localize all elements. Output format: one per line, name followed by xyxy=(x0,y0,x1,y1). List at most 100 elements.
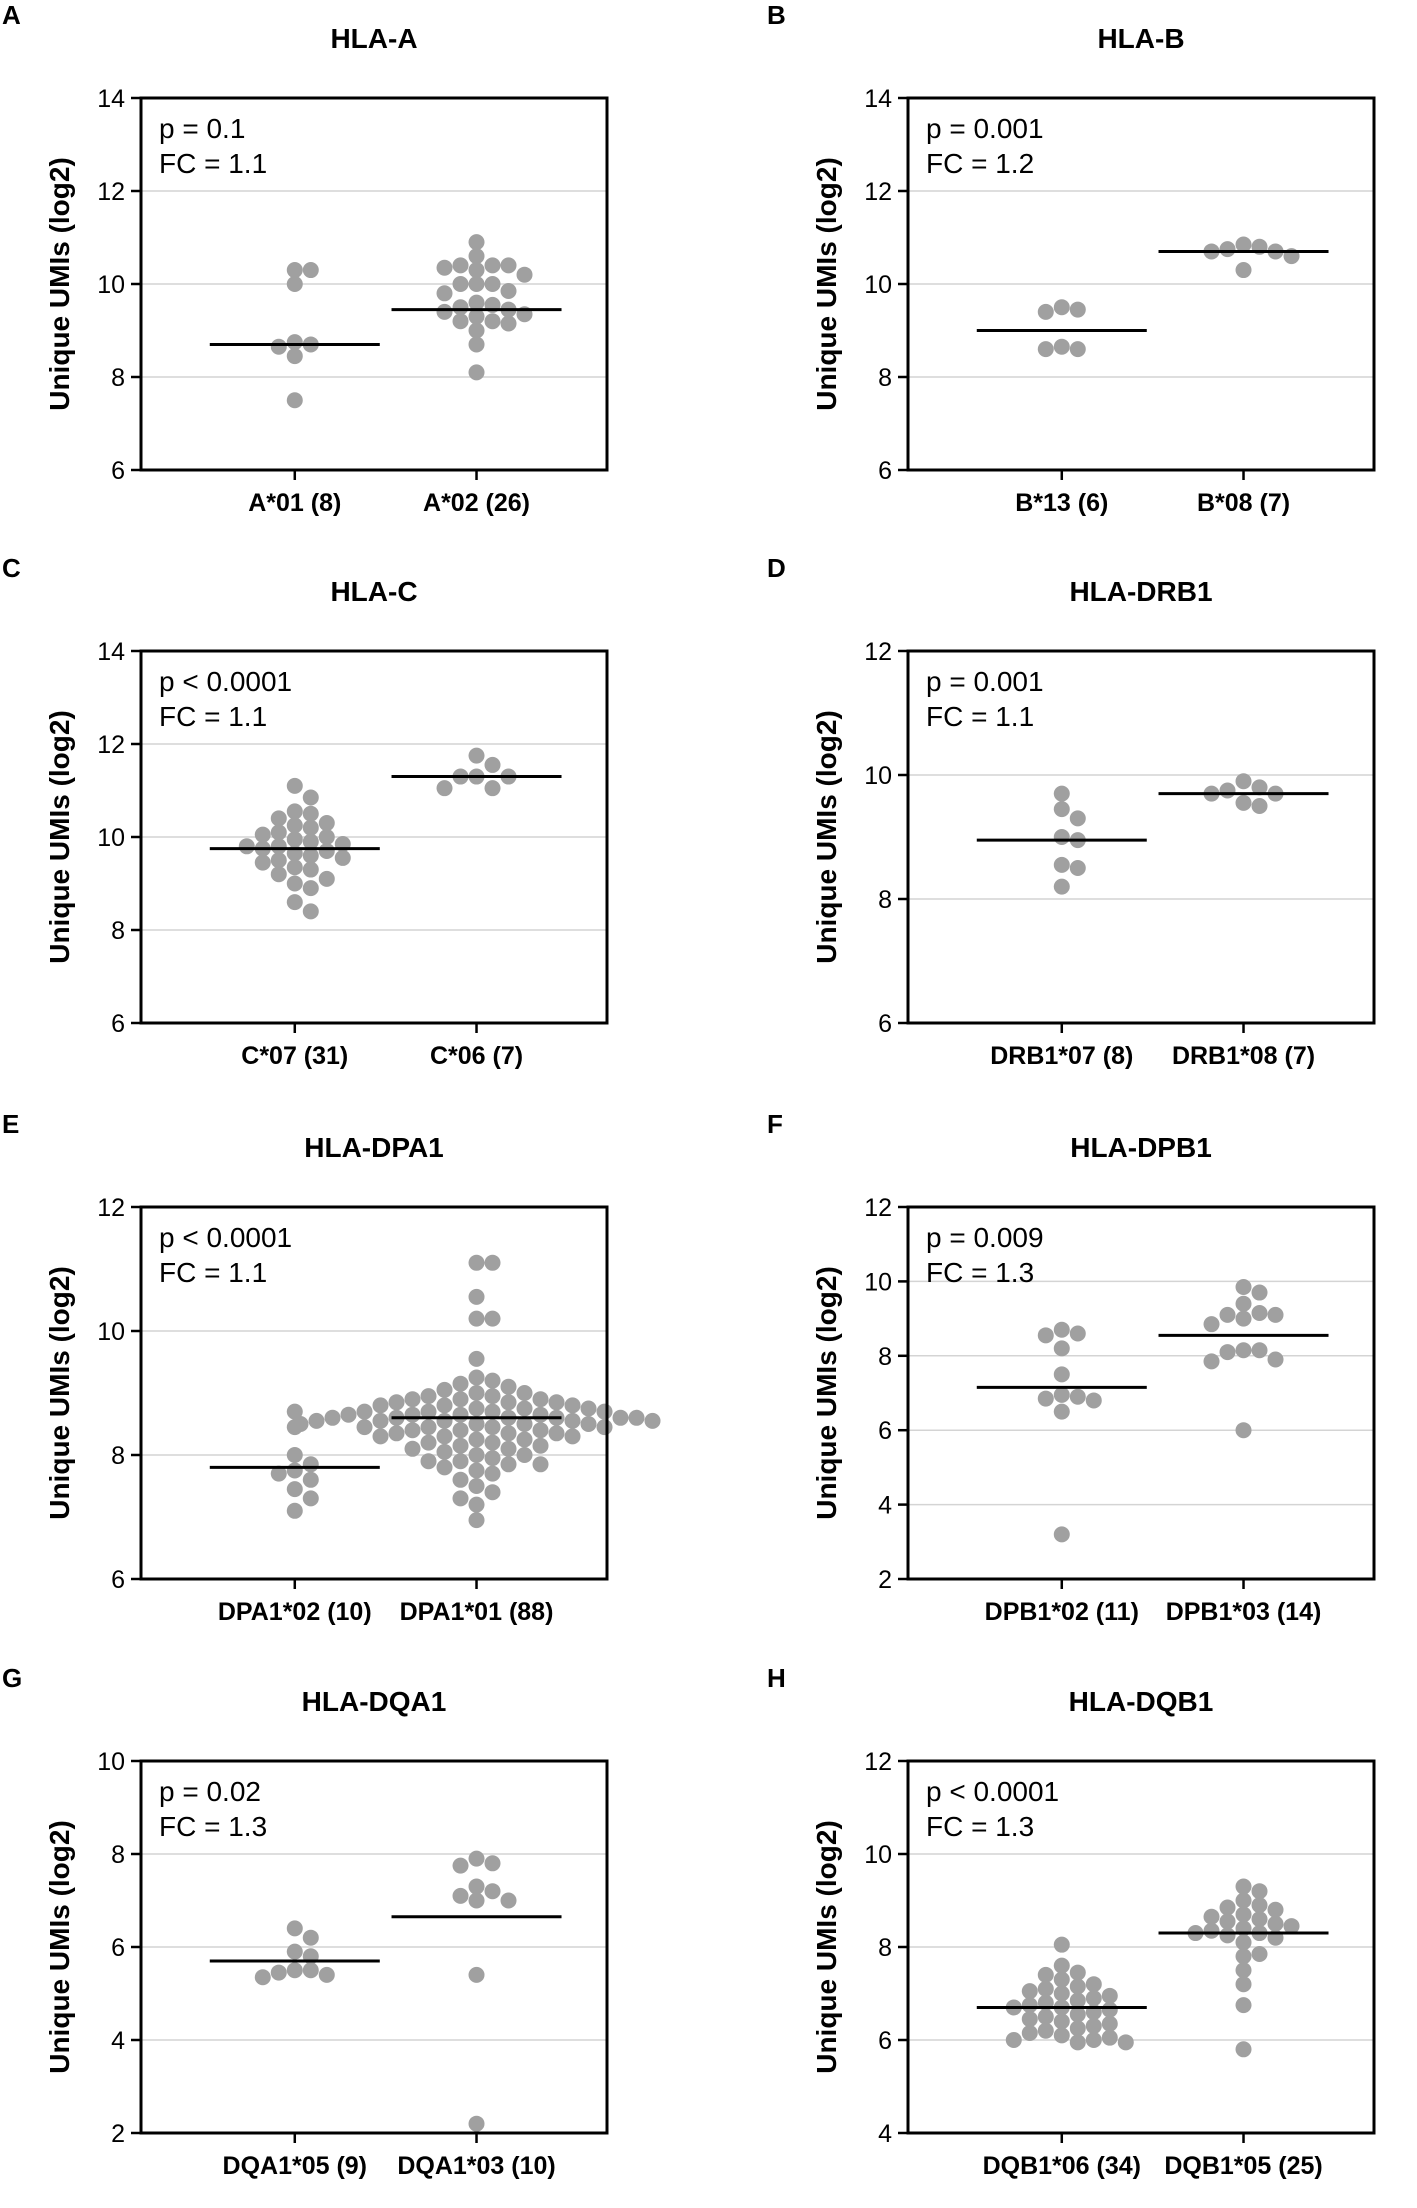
data-point xyxy=(302,262,319,279)
y-tick-label: 8 xyxy=(111,1841,125,1869)
data-point xyxy=(500,1378,517,1395)
data-point xyxy=(468,2115,485,2132)
y-axis-label: Unique UMIs (log2) xyxy=(44,157,75,411)
data-point xyxy=(420,1403,437,1420)
data-point xyxy=(436,1443,453,1460)
data-point xyxy=(516,1431,533,1448)
data-point xyxy=(436,303,453,320)
data-point xyxy=(1101,2015,1118,2032)
data-point xyxy=(356,1419,373,1436)
data-point xyxy=(596,1419,613,1436)
y-tick-label: 6 xyxy=(878,1010,892,1038)
y-tick-label: 6 xyxy=(878,457,892,485)
panel-letter: H xyxy=(767,1663,786,1693)
data-point xyxy=(452,1391,469,1408)
data-point xyxy=(1251,1342,1268,1359)
data-point xyxy=(302,1456,319,1473)
data-point xyxy=(1085,1990,1102,2007)
x-tick-label: DPB1*03 (14) xyxy=(1166,1598,1322,1626)
data-point xyxy=(302,805,319,822)
data-point xyxy=(452,1406,469,1423)
data-point xyxy=(270,838,287,855)
y-tick-label: 2 xyxy=(111,2120,125,2148)
chart-title: HLA-DQB1 xyxy=(1069,1686,1214,1717)
data-point xyxy=(1235,1997,1252,2014)
data-point xyxy=(318,842,335,859)
data-point xyxy=(1085,2018,1102,2035)
data-point xyxy=(238,838,255,855)
data-point xyxy=(302,1962,319,1979)
data-point xyxy=(484,313,501,330)
data-point xyxy=(1053,1403,1070,1420)
data-point xyxy=(302,833,319,850)
panel-e: E HLA-DPA1 6 8 10 12 Unique UMIs (log2) p < 0.0… xyxy=(2,1109,661,1626)
panel-letter: A xyxy=(2,0,21,30)
panel-g: G HLA-DQA1 2 4 6 8 10 Unique UMIs (log2) p = 0.0… xyxy=(2,1663,609,2180)
data-point xyxy=(596,1403,613,1420)
data-point xyxy=(270,824,287,841)
y-tick-label: 6 xyxy=(878,1417,892,1445)
data-point xyxy=(468,1416,485,1432)
data-point xyxy=(580,1416,597,1432)
data-point xyxy=(1219,1913,1236,1930)
data-point xyxy=(302,1490,319,1507)
data-point xyxy=(484,1310,501,1327)
data-point xyxy=(500,1456,517,1473)
data-point xyxy=(1235,1962,1252,1979)
chart-title: HLA-DPA1 xyxy=(304,1132,443,1163)
data-point xyxy=(270,852,287,869)
y-tick-label: 8 xyxy=(878,1934,892,1962)
y-axis-label: Unique UMIs (log2) xyxy=(811,1820,842,2074)
data-point xyxy=(452,1857,469,1874)
data-point xyxy=(484,1254,501,1271)
data-point xyxy=(1251,798,1268,814)
data-point xyxy=(468,1431,485,1448)
data-point xyxy=(484,1465,501,1482)
y-tick-label: 4 xyxy=(878,1492,892,1520)
y-tick-label: 12 xyxy=(864,178,892,206)
data-point xyxy=(302,861,319,878)
data-point xyxy=(452,276,469,292)
data-point xyxy=(420,1388,437,1405)
data-point xyxy=(564,1412,581,1429)
data-point xyxy=(1069,2020,1086,2037)
x-tick-label: DPA1*01 (88) xyxy=(400,1598,554,1626)
plot-frame xyxy=(139,1759,609,2135)
data-point xyxy=(286,1962,303,1979)
data-point xyxy=(286,894,303,911)
data-point xyxy=(302,1471,319,1488)
x-tick-label: DRB1*08 (7) xyxy=(1172,1042,1315,1070)
data-point xyxy=(286,803,303,820)
data-point xyxy=(318,815,335,832)
data-point xyxy=(452,313,469,330)
data-point xyxy=(1235,1310,1252,1327)
data-point xyxy=(1219,1344,1236,1361)
data-point xyxy=(484,1372,501,1389)
data-point xyxy=(1021,1983,1038,2000)
data-point xyxy=(1251,1945,1268,1962)
data-point xyxy=(1053,856,1070,873)
y-tick-label: 8 xyxy=(878,364,892,392)
data-point xyxy=(1021,1997,1038,2014)
data-point xyxy=(1053,1985,1070,2002)
data-point xyxy=(1235,773,1252,790)
data-point xyxy=(1021,2025,1038,2042)
y-tick-label: 12 xyxy=(97,178,125,206)
data-point xyxy=(1005,2032,1022,2048)
p-value: p < 0.0001 xyxy=(159,666,292,697)
data-point xyxy=(1235,1342,1252,1359)
data-point xyxy=(302,847,319,864)
y-tick-label: 12 xyxy=(864,638,892,666)
data-point xyxy=(436,259,453,276)
data-point xyxy=(404,1422,421,1439)
data-point xyxy=(532,1406,549,1423)
data-point xyxy=(468,364,485,381)
data-point xyxy=(452,1490,469,1507)
data-point xyxy=(1037,1327,1054,1344)
data-point xyxy=(468,322,485,339)
data-point xyxy=(468,336,485,353)
data-point xyxy=(1283,1918,1300,1935)
data-point xyxy=(286,276,303,292)
data-point xyxy=(548,1425,565,1442)
data-point xyxy=(1101,2029,1118,2046)
